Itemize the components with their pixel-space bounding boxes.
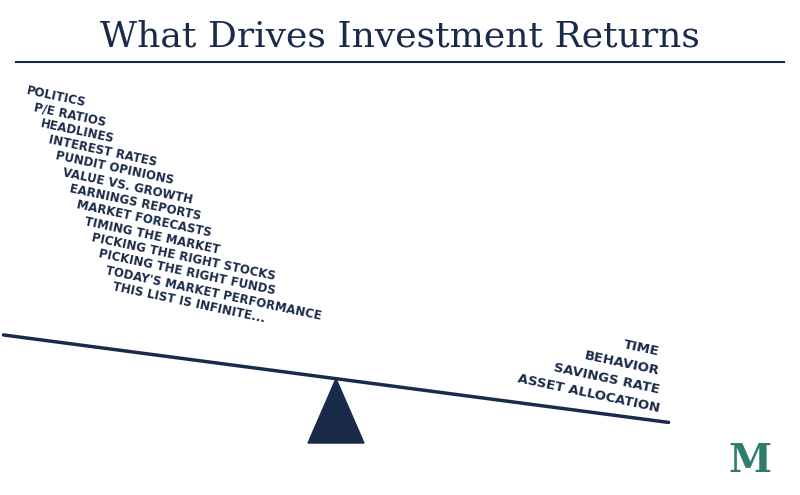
Text: INTEREST RATES: INTEREST RATES xyxy=(47,133,158,169)
Text: P/E RATIOS: P/E RATIOS xyxy=(33,100,107,129)
Text: HEADLINES: HEADLINES xyxy=(40,117,116,145)
Text: MARKET FORECASTS: MARKET FORECASTS xyxy=(76,198,213,240)
Text: TIME: TIME xyxy=(622,339,661,359)
Text: What Drives Investment Returns: What Drives Investment Returns xyxy=(100,20,700,54)
Polygon shape xyxy=(308,379,364,443)
Text: TIMING THE MARKET: TIMING THE MARKET xyxy=(83,215,221,256)
Text: PICKING THE RIGHT STOCKS: PICKING THE RIGHT STOCKS xyxy=(90,231,276,283)
Text: PICKING THE RIGHT FUNDS: PICKING THE RIGHT FUNDS xyxy=(98,248,277,298)
Text: THIS LIST IS INFINITE...: THIS LIST IS INFINITE... xyxy=(112,280,266,325)
Text: EARNINGS REPORTS: EARNINGS REPORTS xyxy=(69,182,202,223)
Text: ASSET ALLOCATION: ASSET ALLOCATION xyxy=(516,372,661,415)
Text: PUNDIT OPINIONS: PUNDIT OPINIONS xyxy=(54,149,174,187)
Text: VALUE VS. GROWTH: VALUE VS. GROWTH xyxy=(62,166,194,206)
Text: SAVINGS RATE: SAVINGS RATE xyxy=(552,361,661,396)
Text: POLITICS: POLITICS xyxy=(26,84,87,109)
Text: TODAY'S MARKET PERFORMANCE: TODAY'S MARKET PERFORMANCE xyxy=(105,264,322,322)
Text: M: M xyxy=(729,442,772,480)
Text: BEHAVIOR: BEHAVIOR xyxy=(583,349,661,378)
